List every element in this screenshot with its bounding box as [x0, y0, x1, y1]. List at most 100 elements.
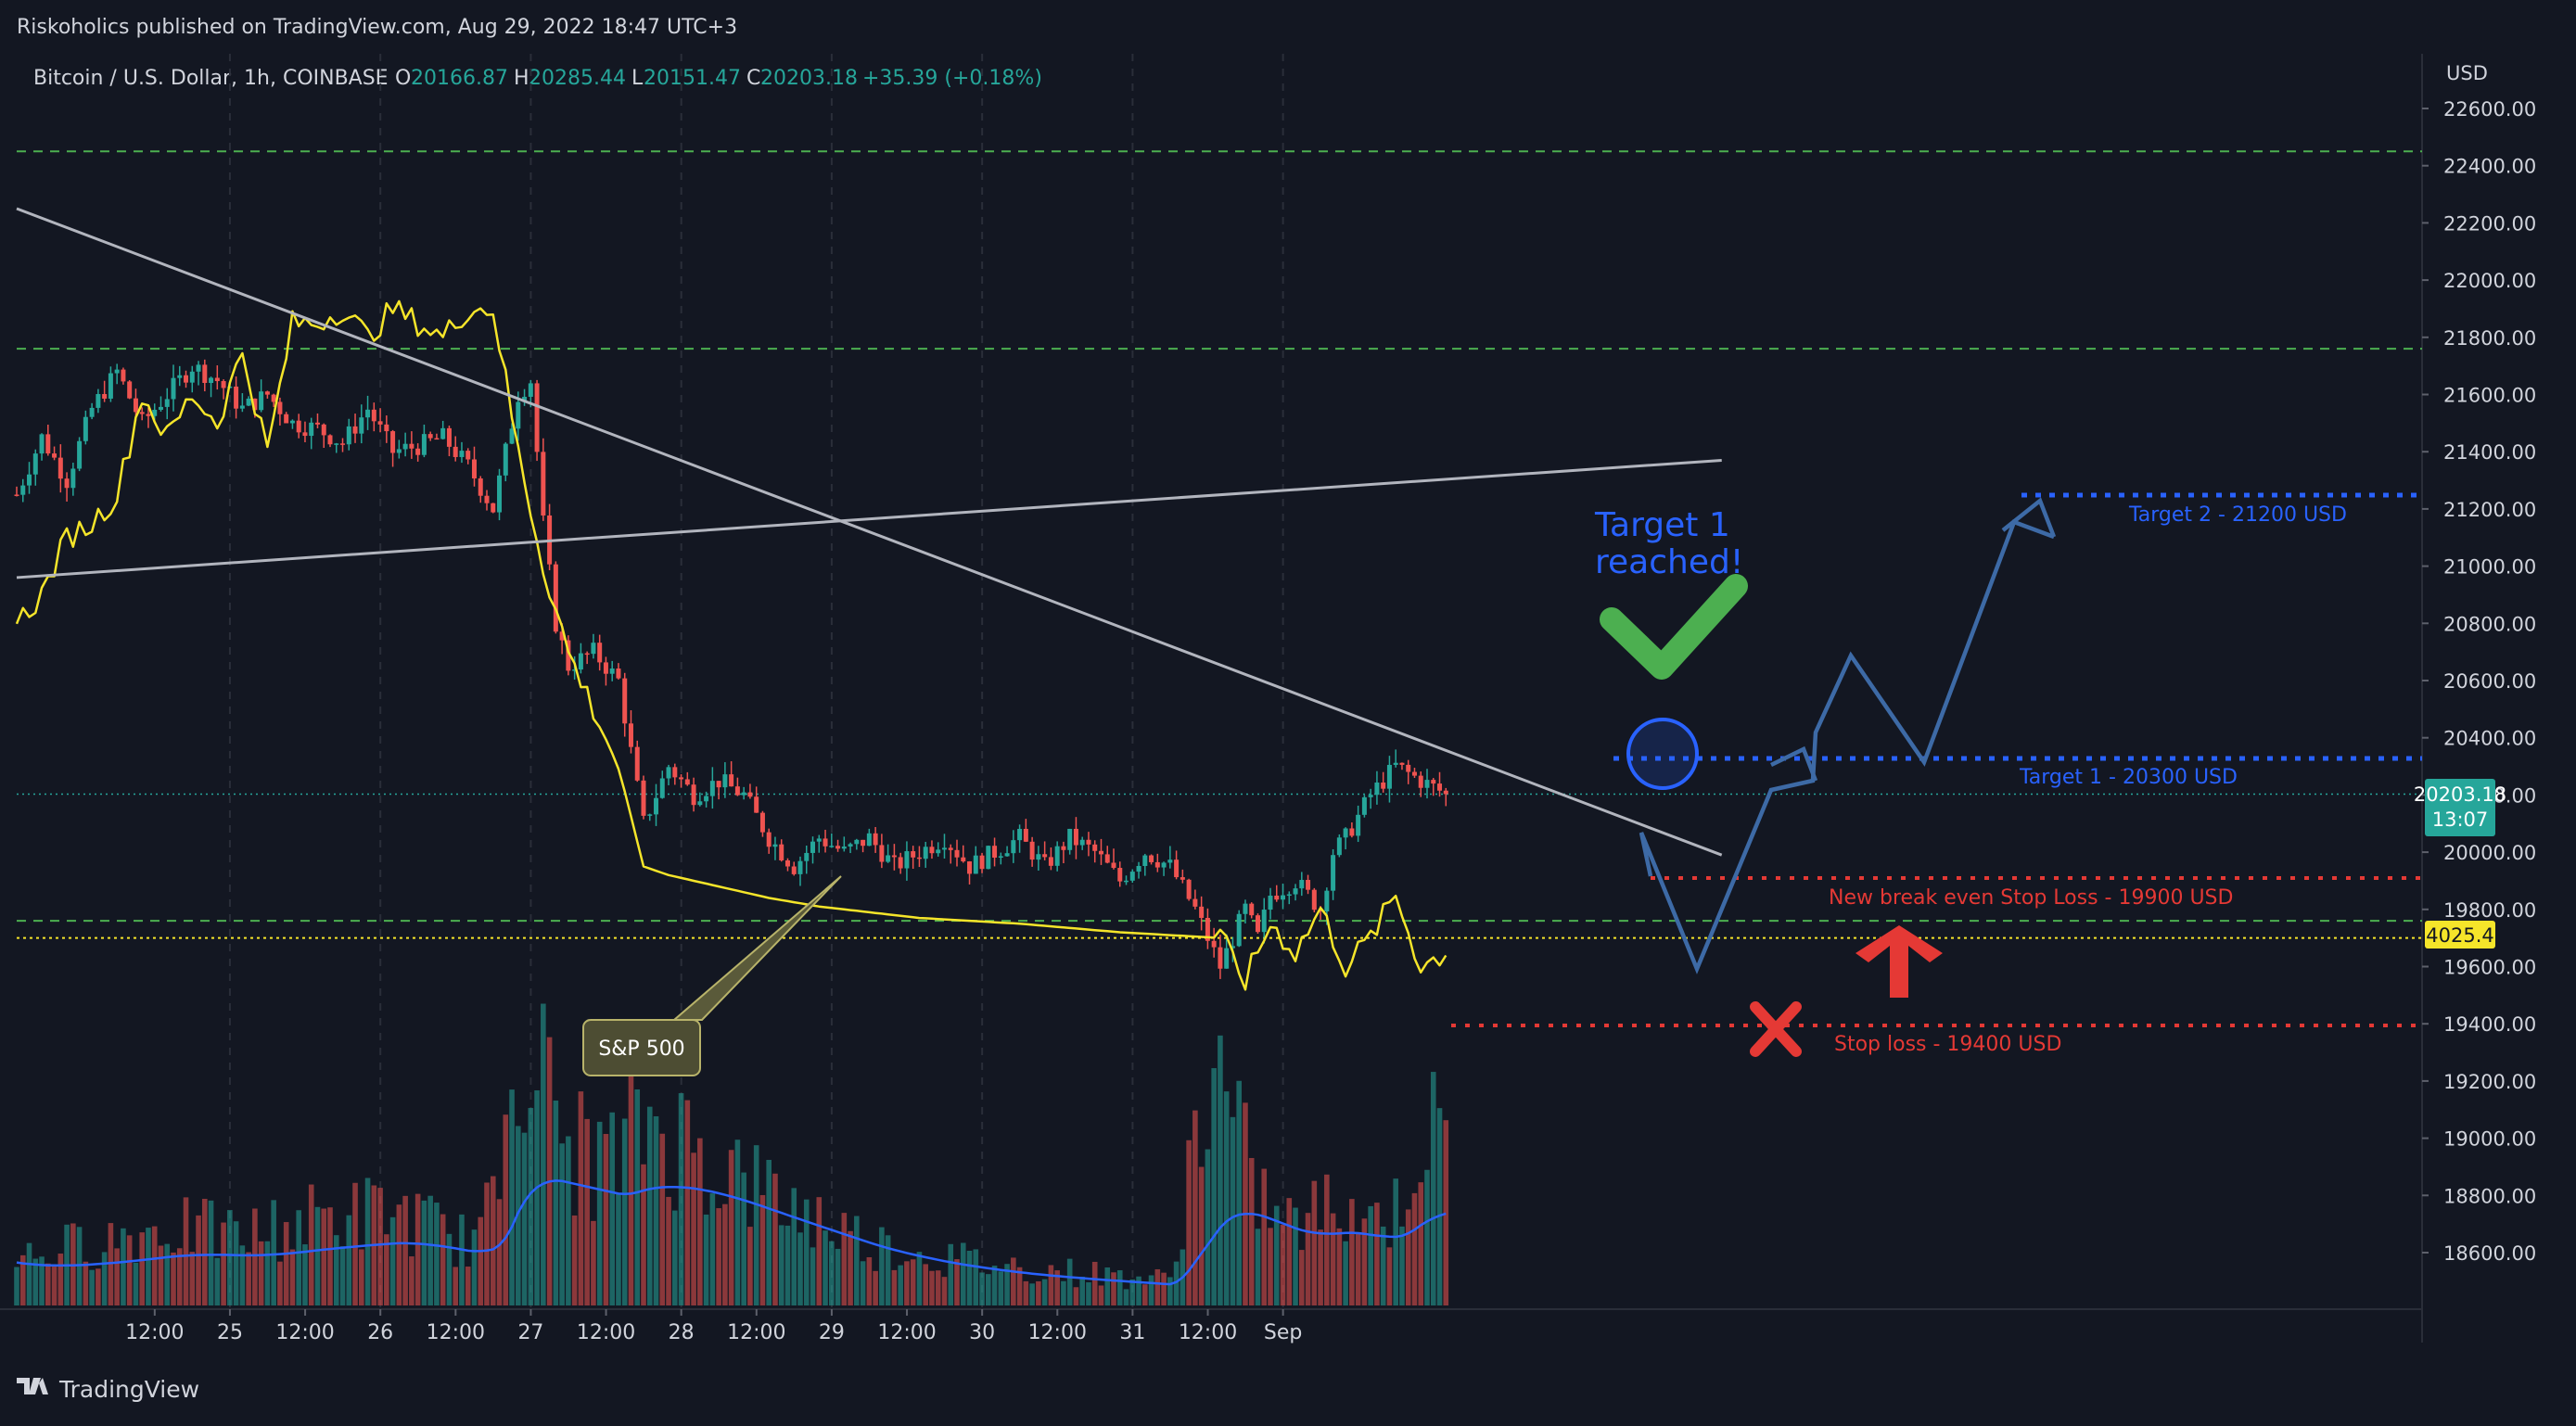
volume-bar [691, 1152, 696, 1305]
tradingview-brand[interactable]: TradingView [17, 1376, 199, 1403]
volume-bar [1218, 1035, 1223, 1305]
volume-bar [1280, 1224, 1286, 1305]
candle-body [314, 422, 320, 425]
candle-body [1311, 889, 1317, 910]
legend-l-label: L [631, 67, 644, 90]
volume-bar [948, 1243, 954, 1305]
volume-bar [114, 1248, 120, 1305]
candle-body [1324, 890, 1330, 912]
candle-body [509, 428, 515, 444]
candle-body [234, 386, 239, 409]
candle-body [1299, 879, 1305, 889]
projection-path[interactable] [1639, 519, 2055, 974]
time-tick-label: 12:00 [877, 1321, 936, 1344]
candle-body [734, 786, 740, 796]
volume-bar [1405, 1209, 1411, 1305]
candle-body [1174, 859, 1180, 878]
candle-body [1418, 775, 1423, 788]
candle-body [1386, 764, 1392, 789]
price-tick-label: 22600.00 [2443, 98, 2536, 121]
volume-bar [233, 1221, 239, 1305]
candle-body [246, 398, 251, 406]
volume-bar [1192, 1110, 1198, 1305]
volume-bar [296, 1210, 301, 1305]
price-tick-label: 19200.00 [2443, 1071, 2536, 1093]
volume-bar [973, 1249, 979, 1305]
volume-bar [703, 1214, 709, 1305]
candle-body [597, 643, 603, 663]
candle-body [866, 833, 872, 847]
volume-bar [121, 1228, 126, 1305]
volume-bar [1393, 1178, 1398, 1305]
price-tick-label: 22400.00 [2443, 156, 2536, 178]
candle-body [578, 653, 583, 670]
sp500-callout-box[interactable] [582, 1019, 701, 1076]
candle-body [904, 851, 910, 869]
volume-bar [1411, 1192, 1418, 1305]
candle-body [1255, 915, 1260, 933]
volume-bar [1091, 1261, 1098, 1305]
volume-bar [1167, 1277, 1173, 1305]
candle-body [1161, 862, 1167, 868]
volume-bar [1424, 1169, 1430, 1305]
volume-bar [634, 1089, 641, 1305]
time-tick-label: 12:00 [1179, 1321, 1237, 1344]
price-tick-label: 21600.00 [2443, 385, 2536, 407]
volume-bar [171, 1252, 176, 1305]
volume-bar [277, 1261, 283, 1305]
volume-bar [923, 1264, 928, 1305]
volume-bar [1311, 1180, 1318, 1305]
candle-body [284, 414, 289, 424]
volume-bar [998, 1271, 1004, 1305]
time-tick-label: 28 [669, 1321, 695, 1344]
candle-body [14, 494, 19, 496]
candle-body [1336, 837, 1342, 856]
candle-body [1224, 948, 1230, 969]
candle-body [691, 784, 696, 806]
trendlines[interactable] [16, 207, 1723, 857]
candle-body [810, 841, 816, 853]
trendline[interactable] [16, 207, 1723, 857]
candle-body [121, 369, 126, 382]
volume-bar [628, 1071, 634, 1305]
candle-body [916, 857, 922, 859]
candle-body [259, 391, 264, 411]
candle-body [697, 801, 703, 806]
candle-body [202, 364, 208, 384]
volume-bar [860, 1261, 866, 1305]
volume-bar [1318, 1229, 1323, 1305]
time-tick-label: 26 [367, 1321, 393, 1344]
candle-body [459, 451, 465, 457]
candle-body [634, 746, 640, 781]
sp500-price-tag: 4025.4 [2425, 921, 2495, 949]
volume-bar [283, 1222, 289, 1305]
time-tick-label: 27 [517, 1321, 543, 1344]
candle-body [1036, 854, 1041, 860]
ohlc-legend: Bitcoin / U.S. Dollar, 1h, COINBASE O 20… [33, 67, 1042, 90]
volume-bar [666, 1196, 671, 1305]
volume-bar [759, 1194, 766, 1305]
price-tick-label: 19600.00 [2443, 957, 2536, 979]
volume-bar [528, 1108, 534, 1305]
volume-ma-line [16, 1179, 1447, 1286]
trendline[interactable] [16, 458, 1722, 579]
volume-bar [672, 1210, 678, 1305]
candle-body [779, 844, 784, 860]
volume-bar [45, 1263, 51, 1305]
candle-body [1211, 940, 1217, 948]
volume-bar [208, 1200, 214, 1305]
candle-body [709, 781, 715, 796]
candle-body [1192, 898, 1198, 907]
candle-body [603, 662, 608, 674]
volume-bar [214, 1257, 221, 1305]
candle-body [566, 640, 571, 671]
time-axis[interactable]: 12:00 25 12:00 26 12:00 27 12:00 28 12:00 29 12:00… [125, 1309, 1302, 1344]
candle-body [628, 723, 633, 747]
price-axis[interactable]: 22600.00 22400.00 22200.00 22000.00 21800.00… [2422, 98, 2536, 1265]
candle-body [20, 485, 26, 495]
volume-bar [414, 1193, 421, 1305]
candle-body [396, 449, 402, 453]
candle-body [415, 448, 421, 455]
